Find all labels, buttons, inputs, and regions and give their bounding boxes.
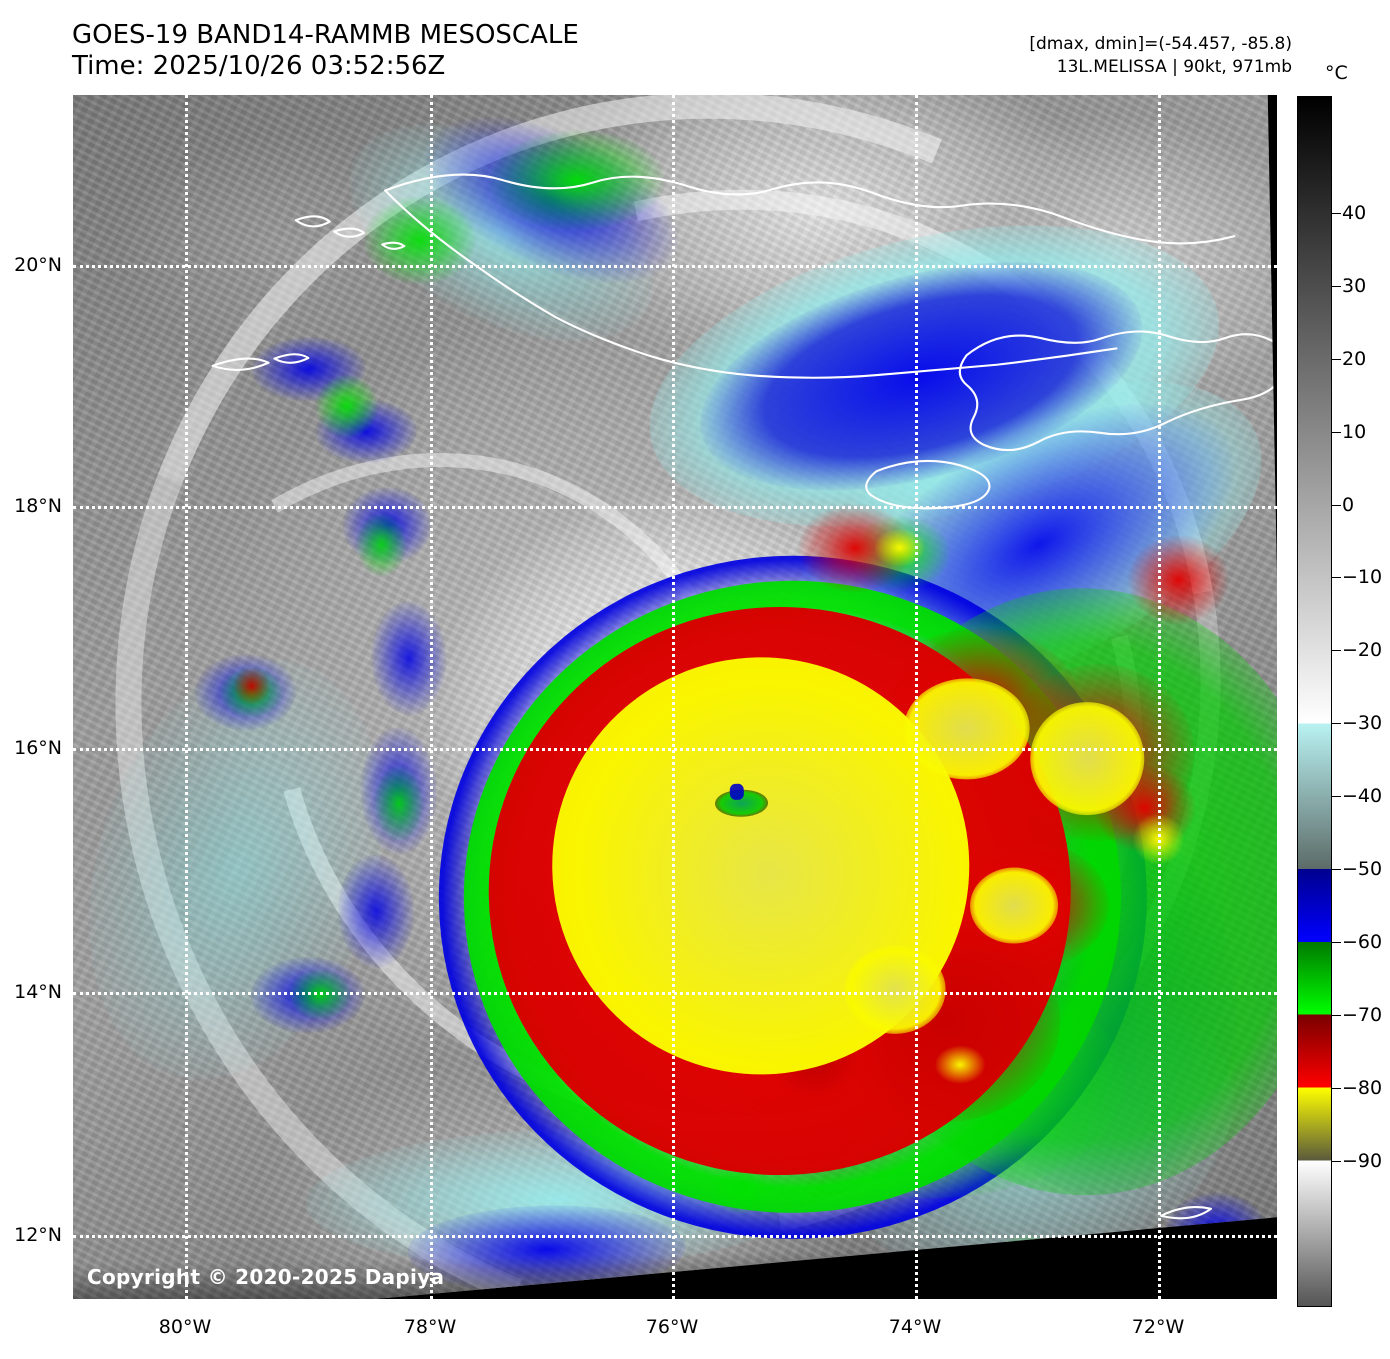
colorbar-tick-label: −90	[1342, 1150, 1383, 1173]
satellite-imagery	[73, 95, 1277, 1299]
colorbar-tick-mark	[1332, 1161, 1341, 1163]
gridline-lon-80w	[185, 95, 188, 1299]
colorbar-tick-label: 40	[1342, 201, 1367, 224]
colorbar-tick-mark	[1332, 723, 1341, 725]
colorbar-unit-label: °C	[1325, 62, 1348, 84]
colorbar-tick-mark	[1332, 285, 1341, 287]
time-line: Time: 2025/10/26 03:52:56Z	[72, 51, 446, 81]
colorbar-tick-label: −40	[1342, 785, 1383, 808]
gridline-lat-18n	[73, 506, 1277, 509]
colorbar-tick-label: −70	[1342, 1004, 1383, 1027]
colorbar-tick-label: −60	[1342, 931, 1383, 954]
colorbar-tick-mark	[1332, 1088, 1341, 1090]
gridline-lon-78w	[430, 95, 433, 1299]
x-tick-78w: 78°W	[403, 1316, 457, 1338]
satellite-swath	[73, 95, 1277, 1299]
y-tick-12n: 12°N	[14, 1224, 62, 1246]
colorbar-tick-label: 0	[1342, 493, 1355, 516]
colorbar-tick-label: 20	[1342, 347, 1367, 370]
page-title: GOES-19 BAND14-RAMMB MESOSCALE Time: 202…	[72, 20, 579, 82]
colorbar[interactable]	[1297, 96, 1332, 1307]
y-tick-14n: 14°N	[14, 981, 62, 1003]
colorbar-tick-mark	[1332, 1015, 1341, 1017]
colorbar-tick-mark	[1332, 504, 1341, 506]
colorbar-tick-label: −20	[1342, 639, 1383, 662]
copyright-notice: Copyright © 2020-2025 Dapiya	[87, 1265, 445, 1289]
colorbar-tick-mark	[1332, 650, 1341, 652]
colorbar-tick-mark	[1332, 796, 1341, 798]
satellite-image-panel[interactable]: Copyright © 2020-2025 Dapiya	[73, 95, 1277, 1299]
colorbar-tick-label: 10	[1342, 420, 1367, 443]
x-tick-72w: 72°W	[1131, 1316, 1185, 1338]
colorbar-tick-label: −80	[1342, 1077, 1383, 1100]
colorbar-tick-mark	[1332, 431, 1341, 433]
colorbar-tick-mark	[1332, 358, 1341, 360]
gridline-lat-16n	[73, 748, 1277, 751]
gridline-lon-72w	[1158, 95, 1161, 1299]
x-tick-76w: 76°W	[645, 1316, 699, 1338]
colorbar-tick-mark	[1332, 869, 1341, 871]
colorbar-tick-label: −50	[1342, 858, 1383, 881]
gridline-lon-76w	[672, 95, 675, 1299]
gridline-lat-20n	[73, 265, 1277, 268]
colorbar-tick-label: −10	[1342, 566, 1383, 589]
gridline-lat-12n	[73, 1235, 1277, 1238]
colorbar-tick-label: 30	[1342, 274, 1367, 297]
y-tick-16n: 16°N	[14, 737, 62, 759]
gridline-lon-74w	[915, 95, 918, 1299]
gridline-lat-14n	[73, 992, 1277, 995]
title-line: GOES-19 BAND14-RAMMB MESOSCALE	[72, 20, 579, 50]
dminmax-label: [dmax, dmin]=(-54.457, -85.8)	[1029, 34, 1292, 54]
storm-label: 13L.MELISSA | 90kt, 971mb	[1056, 57, 1292, 77]
colorbar-tick-mark	[1332, 942, 1341, 944]
y-tick-18n: 18°N	[14, 495, 62, 517]
colorbar-tick-mark	[1332, 212, 1341, 214]
colorbar-tick-label: −30	[1342, 712, 1383, 735]
y-tick-20n: 20°N	[14, 254, 62, 276]
colorbar-tick-mark	[1332, 577, 1341, 579]
colorbar-gradient	[1297, 96, 1332, 1307]
x-tick-80w: 80°W	[158, 1316, 212, 1338]
x-tick-74w: 74°W	[888, 1316, 942, 1338]
graticule	[73, 95, 1277, 1299]
metadata-block: [dmax, dmin]=(-54.457, -85.8) 13L.MELISS…	[1029, 33, 1292, 79]
